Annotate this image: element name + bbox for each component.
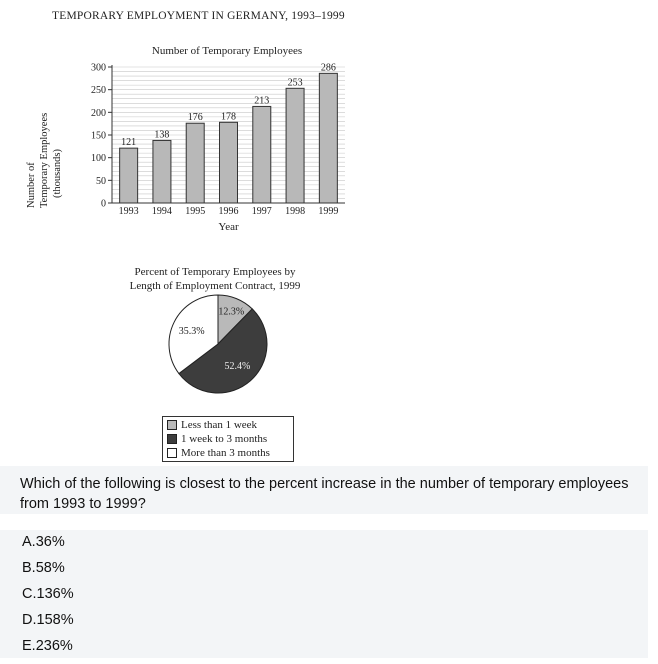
y-tick-label: 50 — [96, 176, 106, 187]
pie-chart: 12.3% 52.4% 35.3% — [168, 294, 268, 394]
x-tick-label: 1997 — [252, 206, 272, 217]
question-box — [0, 466, 648, 514]
legend-label: Less than 1 week — [181, 419, 258, 431]
legend-label: More than 3 months — [181, 447, 270, 459]
bar — [318, 72, 338, 204]
legend-item: Less than 1 week — [167, 418, 289, 432]
bar-chart-xlabel: Year — [218, 221, 239, 233]
bar-value-label: 253 — [288, 77, 303, 88]
bar — [152, 139, 172, 204]
y-tick-label: 300 — [91, 63, 106, 74]
pie-chart-title: Percent of Temporary Employees by Length… — [100, 265, 330, 293]
x-tick-label: 1998 — [285, 206, 305, 217]
bar-value-label: 138 — [154, 129, 169, 140]
bar — [219, 121, 238, 204]
options-box — [0, 530, 648, 658]
x-tick-label: 1999 — [318, 206, 338, 217]
ylabel-line-1: Number of — [26, 162, 37, 208]
bar-value-label: 213 — [254, 95, 269, 106]
y-tick-label: 250 — [91, 85, 106, 96]
figure-title: TEMPORARY EMPLOYMENT IN GERMANY, 1993–19… — [52, 10, 345, 22]
legend-swatch-less-than-1-week — [167, 420, 177, 430]
pie-slice — [178, 308, 268, 394]
bar — [119, 147, 139, 204]
pie-title-line-1: Percent of Temporary Employees by — [134, 266, 296, 278]
pie-slice-label: 35.3% — [179, 326, 205, 337]
ylabel-line-3: (thousands) — [52, 149, 63, 198]
y-tick-label: 150 — [91, 131, 106, 142]
pie-slice-label: 12.3% — [218, 306, 244, 317]
figure: TEMPORARY EMPLOYMENT IN GERMANY, 1993–19… — [26, 10, 345, 462]
bar-chart-ylabel: Number of Temporary Employees (thousands… — [26, 113, 63, 208]
bar — [285, 87, 305, 204]
legend-item: More than 3 months — [167, 446, 289, 460]
bar-value-label: 121 — [121, 137, 136, 148]
pie-slice — [168, 294, 219, 375]
legend-label: 1 week to 3 months — [181, 433, 268, 445]
x-tick-label: 1996 — [219, 206, 239, 217]
x-tick-label: 1993 — [119, 206, 139, 217]
bar — [252, 105, 272, 204]
bar-value-label: 176 — [188, 112, 203, 123]
option-d[interactable]: D.158% — [22, 612, 74, 628]
pie-title-line-2: Length of Employment Contract, 1999 — [129, 280, 301, 292]
y-tick-label: 0 — [101, 199, 106, 210]
option-c[interactable]: C.136% — [22, 586, 74, 602]
option-a[interactable]: A.36% — [22, 534, 65, 550]
y-tick-label: 200 — [91, 108, 106, 119]
legend-item: 1 week to 3 months — [167, 432, 289, 446]
legend-swatch-1-week-to-3-months — [167, 434, 177, 444]
bar — [185, 122, 205, 204]
option-e[interactable]: E.236% — [22, 638, 73, 654]
question-text: Which of the following is closest to the… — [20, 476, 629, 512]
bar-value-label: 178 — [221, 111, 236, 122]
ylabel-line-2: Temporary Employees — [39, 113, 50, 208]
legend-swatch-more-than-3-months — [167, 448, 177, 458]
pie-legend: Less than 1 week 1 week to 3 months More… — [162, 416, 294, 462]
bar-chart: 0 50 100 150 200 250 300 121 1993 138 1994 176 1995 1… — [91, 62, 345, 233]
bar-value-label: 286 — [321, 62, 336, 73]
pie-slice-label: 52.4% — [225, 361, 251, 372]
x-tick-label: 1995 — [185, 206, 205, 217]
y-tick-label: 100 — [91, 153, 106, 164]
x-tick-label: 1994 — [152, 206, 172, 217]
bar-chart-title: Number of Temporary Employees — [151, 45, 303, 57]
option-b[interactable]: B.58% — [22, 560, 65, 576]
